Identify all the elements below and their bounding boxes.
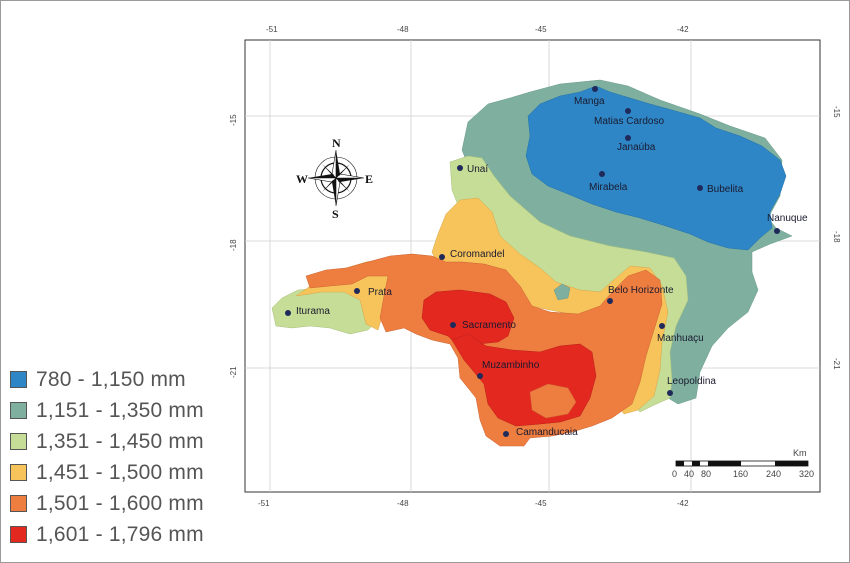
tick-left-1: -15 bbox=[229, 114, 238, 126]
zone-1501-1600-inner bbox=[529, 383, 577, 419]
tick-labels: -51 -48 -45 -42 -51 -48 -45 -42 -15 -18 … bbox=[229, 25, 841, 508]
city-label: Unaí bbox=[467, 164, 488, 175]
tick-bottom-1: -51 bbox=[258, 499, 270, 508]
city-label: Janaúba bbox=[617, 142, 656, 153]
legend-item-780-1150: 780 - 1,150 mm bbox=[10, 364, 204, 395]
scale-bar: Km 0 40 80 160 240 320 bbox=[672, 448, 814, 479]
zone-1601-1796 bbox=[421, 289, 515, 349]
legend-label: 780 - 1,150 mm bbox=[36, 367, 186, 391]
city-label: Nanuque bbox=[767, 213, 808, 224]
scale-unit: Km bbox=[793, 448, 807, 458]
city-dot bbox=[697, 185, 703, 191]
city-dot bbox=[592, 86, 598, 92]
tick-right-2: -18 bbox=[832, 231, 841, 243]
city-dot bbox=[659, 323, 665, 329]
legend-label: 1,151 - 1,350 mm bbox=[36, 398, 204, 422]
city-label: Muzambinho bbox=[482, 360, 540, 371]
city-dot bbox=[607, 298, 613, 304]
tick-right-1: -15 bbox=[832, 106, 841, 118]
legend-label: 1,601 - 1,796 mm bbox=[36, 522, 204, 546]
legend-label: 1,501 - 1,600 mm bbox=[36, 491, 204, 515]
tick-left-3: -21 bbox=[229, 366, 238, 378]
legend-item-1351-1450: 1,351 - 1,450 mm bbox=[10, 426, 204, 457]
cities: Manga Matias Cardoso Janaúba Mirabela Bu… bbox=[285, 86, 808, 438]
city-label: Ituramа bbox=[296, 306, 330, 317]
legend-label: 1,451 - 1,500 mm bbox=[36, 460, 204, 484]
legend-swatch bbox=[10, 402, 27, 419]
city-label: Belo Horizonte bbox=[608, 285, 674, 296]
city-dot bbox=[774, 228, 780, 234]
legend-label: 1,351 - 1,450 mm bbox=[36, 429, 204, 453]
city-dot bbox=[503, 431, 509, 437]
city-dot bbox=[625, 108, 631, 114]
compass-w: W bbox=[296, 172, 308, 186]
tick-left-2: -18 bbox=[229, 239, 238, 251]
city-dot bbox=[285, 310, 291, 316]
city-label: Prata bbox=[368, 287, 392, 298]
city-label: Coromandel bbox=[450, 249, 504, 260]
city-dot bbox=[354, 288, 360, 294]
tick-top-2: -48 bbox=[397, 25, 409, 34]
scale-label-240: 240 bbox=[766, 469, 781, 479]
tick-bottom-2: -48 bbox=[397, 499, 409, 508]
tick-bottom-4: -42 bbox=[677, 499, 689, 508]
legend-swatch bbox=[10, 495, 27, 512]
compass-e: E bbox=[365, 172, 373, 186]
city-label: Bubelita bbox=[707, 184, 744, 195]
tick-bottom-3: -45 bbox=[535, 499, 547, 508]
compass-rose-icon: N S E W bbox=[296, 136, 373, 221]
scale-label-160: 160 bbox=[733, 469, 748, 479]
legend-item-1451-1500: 1,451 - 1,500 mm bbox=[10, 457, 204, 488]
city-dot bbox=[439, 254, 445, 260]
scale-label-40: 40 bbox=[684, 469, 694, 479]
legend-item-1501-1600: 1,501 - 1,600 mm bbox=[10, 488, 204, 519]
city-dot bbox=[667, 390, 673, 396]
compass-s: S bbox=[332, 207, 339, 221]
legend-item-1601-1796: 1,601 - 1,796 mm bbox=[10, 519, 204, 550]
city-dot bbox=[599, 171, 605, 177]
compass-n: N bbox=[332, 136, 341, 150]
city-label: Mirabela bbox=[589, 182, 628, 193]
city-dot bbox=[457, 165, 463, 171]
legend-item-1151-1350: 1,151 - 1,350 mm bbox=[10, 395, 204, 426]
city-label: Matias Cardoso bbox=[594, 116, 664, 127]
scale-label-320: 320 bbox=[799, 469, 814, 479]
zone-780-1150 bbox=[525, 85, 787, 251]
city-label: Manhuaçu bbox=[657, 333, 704, 344]
tick-right-3: -21 bbox=[832, 358, 841, 370]
legend-swatch bbox=[10, 464, 27, 481]
tick-top-4: -42 bbox=[677, 25, 689, 34]
city-dot bbox=[625, 135, 631, 141]
legend-swatch bbox=[10, 371, 27, 388]
scale-label-80: 80 bbox=[701, 469, 711, 479]
city-label: Camanducaia bbox=[516, 427, 578, 438]
city-label: Sacramento bbox=[462, 320, 516, 331]
legend: 780 - 1,150 mm 1,151 - 1,350 mm 1,351 - … bbox=[10, 364, 204, 550]
scale-label-0: 0 bbox=[672, 469, 677, 479]
zone-1351-1450-island bbox=[553, 283, 571, 301]
tick-top-1: -51 bbox=[266, 25, 278, 34]
city-dot bbox=[450, 322, 456, 328]
tick-top-3: -45 bbox=[535, 25, 547, 34]
city-dot bbox=[477, 373, 483, 379]
legend-swatch bbox=[10, 433, 27, 450]
city-label: Leopoldina bbox=[667, 376, 716, 387]
city-label: Manga bbox=[574, 96, 605, 107]
legend-swatch bbox=[10, 526, 27, 543]
